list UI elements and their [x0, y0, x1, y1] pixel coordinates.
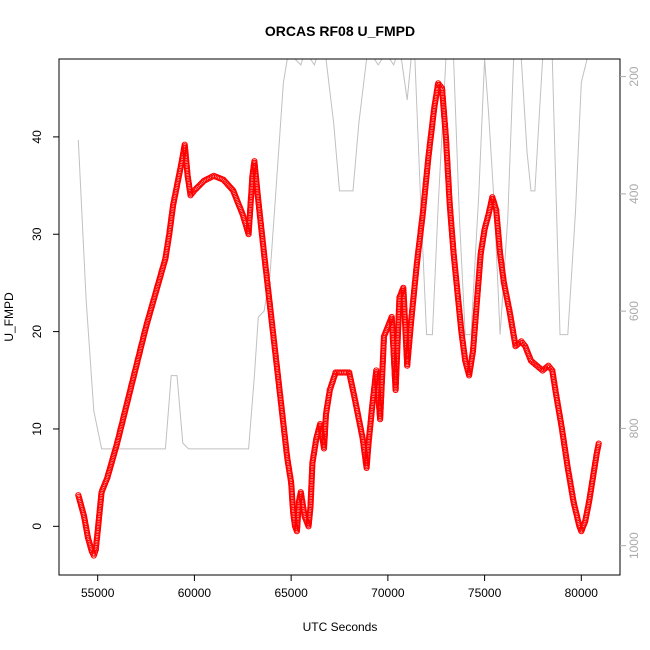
chart-title: ORCAS RF08 U_FMPD	[265, 23, 415, 39]
y2-tick-label: 800	[627, 418, 641, 438]
y-tick-label: 0	[30, 523, 44, 530]
y-axis-left: 0 10 20 30 40	[30, 130, 59, 530]
x-axis-label: UTC Seconds	[303, 620, 378, 634]
series-line	[77, 58, 601, 450]
y-tick-label: 20	[30, 325, 44, 339]
y2-tick-label: 600	[627, 301, 641, 321]
y2-tick-label: 1000	[627, 532, 641, 559]
secondary-series-line	[77, 58, 601, 450]
y-tick-label: 30	[30, 227, 44, 241]
y2-tick-label: 200	[627, 66, 641, 86]
x-tick-label: 55000	[81, 586, 115, 600]
x-tick-label: 60000	[178, 586, 212, 600]
plot-frame	[58, 58, 621, 576]
data-point	[520, 341, 528, 348]
primary-series-points	[75, 80, 602, 559]
y2-tick-label: 400	[627, 184, 641, 204]
x-tick-label: 75000	[468, 586, 502, 600]
y-axis-right: 200 400 600 800 1000	[620, 66, 641, 559]
data-point	[538, 366, 545, 373]
x-tick-label: 70000	[371, 586, 405, 600]
data-point	[595, 440, 602, 447]
data-point	[342, 369, 349, 376]
y-tick-label: 40	[30, 130, 44, 144]
x-tick-label: 65000	[274, 586, 308, 600]
y-tick-label: 10	[30, 422, 44, 436]
y-axis-label: U_FMPD	[2, 292, 16, 342]
x-tick-label: 80000	[565, 586, 599, 600]
x-axis: 55000 60000 65000 70000 75000 80000	[81, 575, 598, 600]
